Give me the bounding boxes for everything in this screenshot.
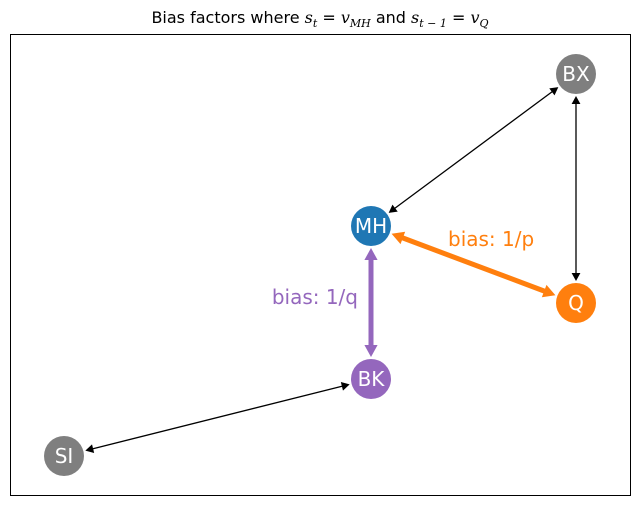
node-label-bx: BX — [562, 62, 590, 86]
arrowhead-bk — [340, 382, 350, 391]
edge-label-mh-bk: bias: 1/q — [272, 285, 358, 309]
node-si: SI — [44, 436, 84, 476]
node-label-q: Q — [568, 291, 584, 315]
title-v-q: vQ — [470, 8, 489, 31]
title-prefix: Bias factors where — [151, 8, 305, 27]
edge-mh-bx — [392, 89, 555, 211]
title-eq1: = — [317, 8, 341, 27]
edge-labels-layer: bias: 1/p bias: 1/q — [272, 227, 534, 309]
edge-mh-q — [397, 233, 550, 296]
edge-label-mh-q: bias: 1/p — [448, 227, 534, 251]
diagram-title: Bias factors where st = vMH and st − 1 =… — [0, 8, 640, 30]
node-circle-mh — [351, 206, 391, 246]
node-bx: BX — [556, 54, 596, 94]
title-eq2: = — [446, 8, 471, 27]
arrowhead-si — [85, 444, 95, 453]
node-mh: MH — [351, 206, 391, 246]
edge-si-bk — [89, 384, 346, 451]
node-label-mh: MH — [355, 214, 387, 238]
node-circle-si — [44, 436, 84, 476]
title-and: and — [370, 8, 412, 27]
node-circle-q — [556, 283, 596, 323]
node-bk: BK — [351, 359, 391, 399]
plot-frame — [10, 34, 631, 496]
arrowhead-bk — [364, 345, 378, 357]
edges-layer — [85, 87, 581, 453]
node-circle-bk — [351, 359, 391, 399]
arrowhead-q — [571, 273, 581, 281]
title-s-t: st — [304, 8, 318, 31]
title-v-mh: vMH — [340, 8, 371, 31]
node-label-bk: BK — [358, 367, 386, 391]
node-q: Q — [556, 283, 596, 323]
node-circle-bx — [556, 54, 596, 94]
arrowhead-mh — [364, 248, 378, 260]
arrowhead-bx — [549, 87, 559, 96]
node-label-si: SI — [55, 444, 74, 468]
arrowhead-mh — [391, 231, 406, 245]
arrowhead-q — [541, 284, 556, 298]
arrowhead-bx — [571, 96, 581, 104]
arrowhead-mh — [388, 204, 398, 213]
title-s-tm1: st − 1 — [411, 8, 447, 31]
nodes-layer: BX MH Q BK SI — [44, 54, 596, 476]
